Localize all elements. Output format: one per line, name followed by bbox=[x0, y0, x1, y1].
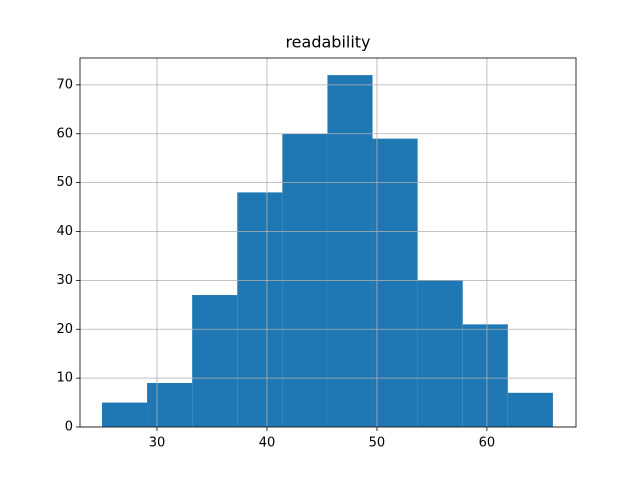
bar bbox=[237, 192, 283, 427]
plot-frame bbox=[79, 57, 577, 428]
bar bbox=[462, 324, 508, 427]
bar bbox=[417, 280, 463, 427]
x-tick-label: 30 bbox=[149, 436, 166, 451]
y-tick-label: 0 bbox=[65, 420, 73, 435]
y-tick-label: 30 bbox=[56, 273, 73, 288]
bar bbox=[192, 295, 238, 427]
y-tick-label: 50 bbox=[56, 175, 73, 190]
x-tick-label: 40 bbox=[259, 436, 276, 451]
bar bbox=[147, 383, 193, 427]
y-tick-label: 60 bbox=[56, 126, 73, 141]
y-tick-label: 20 bbox=[56, 322, 73, 337]
x-tick-label: 50 bbox=[369, 436, 386, 451]
y-tick-label: 10 bbox=[56, 371, 73, 386]
y-tick-label: 40 bbox=[56, 224, 73, 239]
bar bbox=[327, 75, 373, 427]
bar bbox=[372, 138, 418, 427]
bar bbox=[101, 402, 148, 427]
bar bbox=[507, 392, 553, 427]
chart-title: readability bbox=[285, 33, 370, 52]
y-tick-label: 70 bbox=[56, 77, 73, 92]
x-tick-label: 60 bbox=[479, 436, 496, 451]
